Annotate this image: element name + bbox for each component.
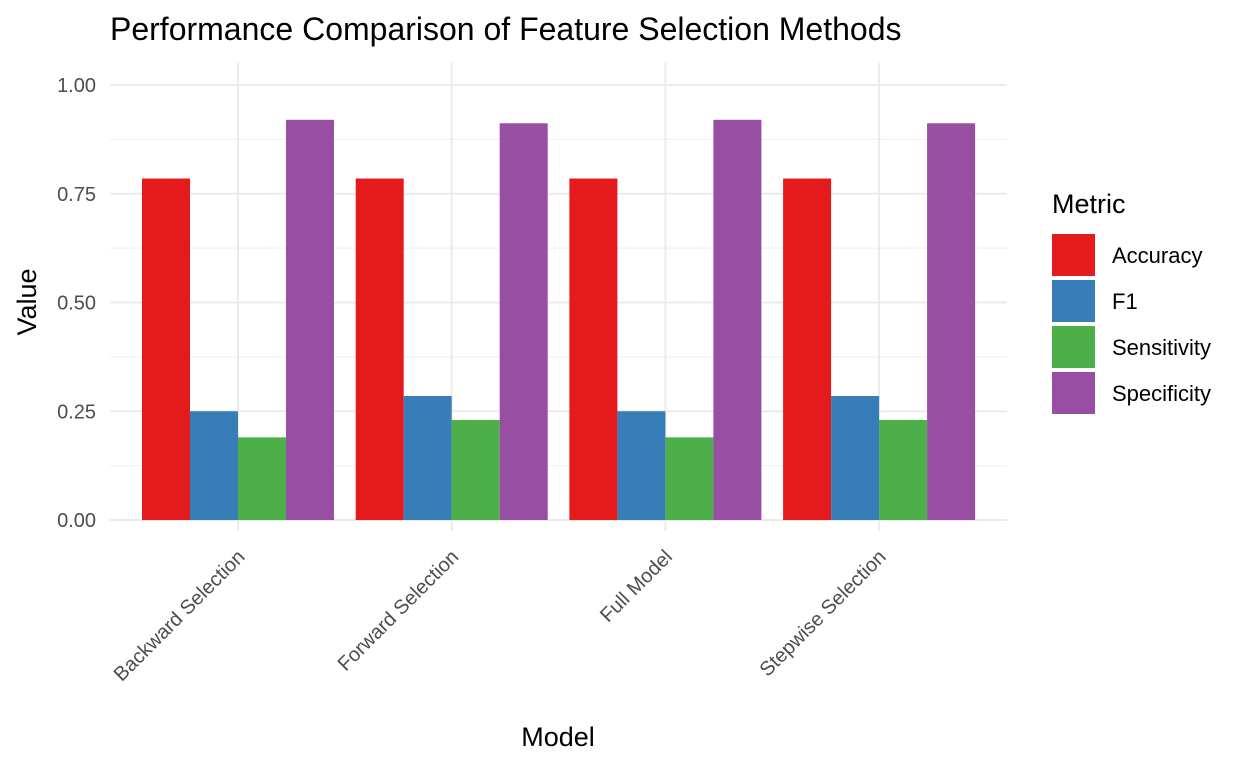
legend-label: F1: [1112, 289, 1138, 314]
bar-specificity-1: [286, 119, 334, 521]
y-tick-label: 0.75: [57, 184, 96, 206]
chart-title: Performance Comparison of Feature Select…: [110, 11, 902, 47]
legend-key-specificity: [1052, 372, 1095, 414]
y-axis-ticks: 0.00 0.25 0.50 0.75 1.00: [57, 75, 96, 532]
bars: [142, 119, 976, 521]
y-tick-label: 0.25: [57, 401, 96, 423]
bar-accuracy-1: [142, 178, 190, 520]
bar-specificity-2: [499, 123, 548, 520]
x-tick-label: Full Model: [596, 546, 677, 627]
bar-f1-2: [403, 396, 452, 520]
x-tick-label: Stepwise Selection: [756, 546, 891, 681]
bar-accuracy-3: [569, 178, 618, 520]
x-axis-ticks: Backward Selection Forward Selection Full …: [110, 546, 891, 686]
legend-label: Accuracy: [1112, 243, 1202, 268]
bar-sensitivity-3: [665, 437, 714, 520]
y-axis-title: Value: [12, 268, 42, 335]
legend-title: Metric: [1052, 189, 1126, 219]
bar-f1-4: [831, 396, 880, 520]
bar-specificity-3: [713, 119, 762, 521]
x-tick-label: Forward Selection: [334, 546, 464, 676]
bar-accuracy-4: [783, 178, 832, 520]
bar-sensitivity-1: [238, 437, 286, 520]
legend-key-f1: [1052, 280, 1095, 322]
legend: Metric Accuracy F1 Sensitivity Specificity: [1052, 189, 1211, 414]
bar-f1-3: [617, 411, 666, 520]
legend-key-accuracy: [1052, 234, 1095, 276]
legend-label: Specificity: [1112, 381, 1211, 406]
legend-key-sensitivity: [1052, 326, 1095, 368]
bar-sensitivity-4: [879, 419, 928, 520]
y-tick-label: 0.00: [57, 510, 96, 532]
x-tick-label: Backward Selection: [110, 546, 250, 686]
bar-specificity-4: [927, 123, 976, 520]
bar-f1-1: [190, 411, 238, 520]
y-tick-label: 0.50: [57, 293, 96, 315]
legend-label: Sensitivity: [1112, 335, 1211, 360]
bar-accuracy-2: [355, 178, 404, 520]
x-axis-title: Model: [521, 722, 595, 752]
y-tick-label: 1.00: [57, 75, 96, 97]
bar-sensitivity-2: [451, 419, 500, 520]
